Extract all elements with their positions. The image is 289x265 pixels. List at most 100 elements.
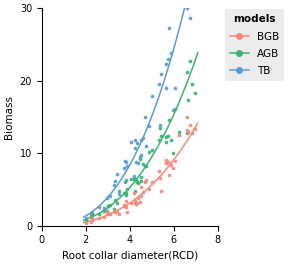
Point (169, 163, 174, 167)
Point (117, 211, 122, 216)
Point (141, 190, 146, 194)
Point (133, 138, 138, 142)
Point (167, 173, 172, 178)
Point (156, 82, 161, 86)
Point (122, 203, 126, 207)
Point (185, 130, 190, 135)
Point (144, 178, 149, 183)
Point (124, 178, 128, 183)
Point (123, 204, 128, 208)
Point (150, 94, 155, 98)
Point (129, 201, 133, 205)
Point (171, 151, 175, 155)
Point (136, 181, 140, 185)
Point (138, 184, 143, 189)
Point (185, 98, 190, 102)
Point (131, 190, 136, 195)
Point (114, 172, 119, 176)
Point (102, 215, 107, 219)
Point (124, 191, 128, 195)
Point (164, 158, 168, 162)
Point (84, 218, 89, 222)
Point (164, 135, 168, 139)
Point (193, 127, 198, 131)
Point (90, 218, 94, 222)
Point (106, 204, 110, 208)
Point (190, 82, 194, 86)
Point (156, 169, 161, 174)
Point (124, 192, 128, 197)
Point (141, 136, 146, 140)
Point (138, 179, 143, 184)
Point (97, 205, 101, 209)
Y-axis label: Biomass: Biomass (4, 95, 14, 139)
Point (106, 204, 110, 209)
Point (167, 118, 172, 122)
Point (159, 189, 164, 193)
Point (143, 164, 147, 168)
Point (113, 179, 117, 183)
Point (89, 220, 93, 224)
Point (108, 203, 112, 207)
Point (137, 157, 142, 161)
Point (90, 211, 94, 216)
Point (144, 164, 149, 169)
Point (117, 189, 122, 193)
Point (138, 138, 143, 142)
Point (123, 159, 128, 163)
Point (185, 6, 190, 10)
Point (144, 144, 149, 148)
Point (90, 211, 95, 216)
Point (193, 0, 198, 2)
Point (135, 201, 139, 205)
Point (117, 192, 122, 196)
Point (135, 141, 139, 145)
Point (138, 153, 143, 157)
Point (166, 134, 171, 138)
Point (123, 180, 128, 184)
Point (102, 206, 107, 210)
Point (134, 160, 138, 164)
Point (90, 213, 95, 218)
Point (177, 133, 182, 137)
Point (90, 210, 94, 215)
Point (124, 160, 128, 164)
Point (185, 130, 190, 134)
Point (136, 196, 140, 201)
Point (108, 212, 112, 216)
Point (143, 180, 147, 184)
Point (173, 107, 178, 111)
Point (169, 138, 174, 142)
Point (105, 209, 109, 213)
Point (125, 187, 129, 191)
Point (173, 159, 178, 163)
Point (138, 175, 143, 179)
Point (84, 216, 89, 220)
Point (112, 209, 116, 214)
Point (147, 150, 151, 154)
Point (188, 16, 192, 20)
Point (114, 201, 119, 205)
Point (177, 0, 182, 5)
Point (158, 126, 162, 130)
Point (133, 199, 138, 203)
Point (124, 199, 128, 203)
Point (171, 108, 175, 112)
Point (150, 148, 155, 152)
Point (135, 180, 139, 184)
Point (113, 210, 117, 214)
Point (89, 211, 93, 216)
Point (134, 178, 138, 182)
Point (125, 210, 129, 214)
Point (105, 196, 109, 200)
Point (143, 115, 147, 119)
Point (188, 59, 192, 63)
Point (156, 138, 161, 142)
Point (131, 176, 136, 181)
Point (90, 216, 95, 220)
Point (166, 57, 171, 61)
Point (138, 194, 143, 198)
Point (185, 115, 190, 119)
Point (169, 51, 174, 55)
Point (133, 189, 138, 193)
